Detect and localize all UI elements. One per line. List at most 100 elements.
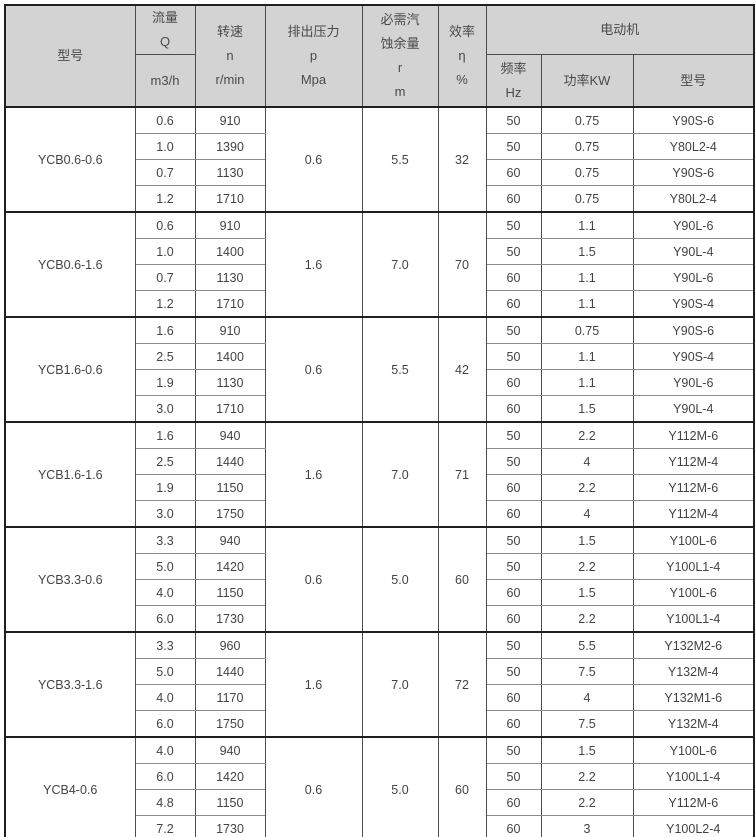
speed-cell: 1130 xyxy=(194,159,266,186)
col-header-motor-model: 型号 xyxy=(632,54,755,108)
spec-row: YCB4-0.6 4.0 940 0.6 5.0 60 50 1.5 Y100L-6 xyxy=(4,736,755,837)
efficiency-symbol: η xyxy=(458,48,466,63)
npsh-unit: m xyxy=(394,84,406,99)
frequency-cell: 50 xyxy=(485,106,542,134)
spec-row: 1.2 1710 60 1.1 Y90S-4 xyxy=(5,290,755,318)
model-cell: YCB0.6-0.6 xyxy=(4,106,136,213)
efficiency-cell: 72 xyxy=(437,631,487,738)
speed-cell: 940 xyxy=(194,421,266,449)
header-row-1: 型号 流量 Q 转速 n r/min 排出压力 p Mpa 必需汽 xyxy=(4,5,755,108)
motor-model-cell: Y90S-4 xyxy=(632,290,755,318)
power-cell: 1.5 xyxy=(540,526,634,554)
speed-cell: 1750 xyxy=(194,500,266,528)
speed-cell: 1400 xyxy=(194,343,266,370)
efficiency-unit: % xyxy=(456,72,468,87)
speed-cell: 1170 xyxy=(194,684,266,711)
flow-cell: 0.7 xyxy=(134,159,196,186)
frequency-cell: 60 xyxy=(485,369,542,396)
spec-row: 3.0 1750 60 4 Y112M-4 xyxy=(5,500,755,528)
npsh-cell: 7.0 xyxy=(361,631,439,738)
motor-model-cell: Y132M1-6 xyxy=(632,684,755,711)
flow-cell: 2.5 xyxy=(134,343,196,370)
header-row-2: m3/h 频率 Hz 功率KW 型号 xyxy=(5,54,755,108)
speed-unit: r/min xyxy=(215,72,245,87)
frequency-cell: 60 xyxy=(485,605,542,633)
motor-model-cell: Y90L-6 xyxy=(632,211,755,239)
power-cell: 1.1 xyxy=(540,369,634,396)
power-cell: 3 xyxy=(540,815,634,837)
speed-label-cn: 转速 xyxy=(216,24,243,39)
col-header-frequency: 频率 Hz xyxy=(485,54,542,108)
motor-model-cell: Y90S-6 xyxy=(632,106,755,134)
flow-label-cn: 流量 xyxy=(151,10,178,25)
efficiency-cell: 60 xyxy=(437,736,487,837)
speed-cell: 940 xyxy=(194,526,266,554)
spec-row: YCB3.3-1.6 3.3 960 1.6 7.0 72 50 5.5 Y132M2-6 xyxy=(4,631,755,738)
col-header-pressure: 排出压力 p Mpa xyxy=(264,5,363,108)
frequency-cell: 50 xyxy=(485,526,542,554)
spec-row: YCB3.3-0.6 3.3 940 0.6 5.0 60 50 1.5 Y100L-6 xyxy=(4,526,755,633)
spec-row: 6.0 1420 50 2.2 Y100L1-4 xyxy=(5,763,755,790)
pressure-cell: 0.6 xyxy=(264,736,363,837)
frequency-cell: 60 xyxy=(485,579,542,606)
motor-model-cell: Y100L-6 xyxy=(632,579,755,606)
speed-cell: 910 xyxy=(194,316,266,344)
col-header-motor-group: 电动机 xyxy=(485,5,755,55)
flow-cell: 1.6 xyxy=(134,421,196,449)
speed-cell: 1710 xyxy=(194,395,266,423)
motor-model-label: 型号 xyxy=(680,72,707,88)
efficiency-cell: 32 xyxy=(437,106,487,213)
speed-cell: 1750 xyxy=(194,710,266,738)
flow-cell: 5.0 xyxy=(134,658,196,685)
frequency-unit: Hz xyxy=(505,84,522,100)
flow-cell: 0.6 xyxy=(134,211,196,239)
spec-row: YCB1.6-0.6 1.6 910 0.6 5.5 42 50 0.75 Y90S-6 xyxy=(4,316,755,423)
frequency-cell: 60 xyxy=(485,789,542,816)
frequency-cell: 60 xyxy=(485,185,542,213)
power-cell: 1.1 xyxy=(540,264,634,291)
spec-row: 0.7 1130 60 1.1 Y90L-6 xyxy=(5,264,755,291)
motor-model-cell: Y90S-6 xyxy=(632,316,755,344)
speed-cell: 1400 xyxy=(194,238,266,265)
frequency-cell: 50 xyxy=(485,421,542,449)
motor-model-cell: Y112M-4 xyxy=(632,500,755,528)
power-cell: 1.5 xyxy=(540,736,634,764)
motor-model-cell: Y112M-6 xyxy=(632,474,755,501)
spec-row: 6.0 1750 60 7.5 Y132M-4 xyxy=(5,710,755,738)
speed-cell: 910 xyxy=(194,211,266,239)
col-header-npsh: 必需汽 蚀余量 r m xyxy=(361,5,439,108)
power-cell: 2.2 xyxy=(540,474,634,501)
frequency-cell: 60 xyxy=(485,474,542,501)
motor-model-cell: Y100L-6 xyxy=(632,736,755,764)
spec-row: YCB1.6-1.6 1.6 940 1.6 7.0 71 50 2.2 Y112M-6 xyxy=(4,421,755,528)
speed-cell: 1710 xyxy=(194,290,266,318)
npsh-cell: 5.0 xyxy=(361,736,439,837)
flow-cell: 3.0 xyxy=(134,500,196,528)
pressure-label-cn: 排出压力 xyxy=(287,24,340,39)
power-cell: 1.1 xyxy=(540,343,634,370)
motor-model-cell: Y90S-6 xyxy=(632,159,755,186)
motor-model-cell: Y132M2-6 xyxy=(632,631,755,659)
frequency-cell: 60 xyxy=(485,159,542,186)
motor-model-cell: Y112M-6 xyxy=(632,421,755,449)
pressure-cell: 1.6 xyxy=(264,631,363,738)
power-cell: 1.5 xyxy=(540,579,634,606)
frequency-cell: 50 xyxy=(485,133,542,160)
speed-cell: 1150 xyxy=(194,474,266,501)
frequency-cell: 60 xyxy=(485,500,542,528)
pressure-cell: 0.6 xyxy=(264,316,363,423)
speed-cell: 1390 xyxy=(194,133,266,160)
flow-cell: 1.2 xyxy=(134,185,196,213)
pressure-cell: 1.6 xyxy=(264,211,363,318)
npsh-cell: 5.0 xyxy=(361,526,439,633)
spec-row: 0.7 1130 60 0.75 Y90S-6 xyxy=(5,159,755,186)
npsh-label-cn-2: 蚀余量 xyxy=(380,36,420,51)
motor-model-cell: Y100L1-4 xyxy=(632,553,755,580)
frequency-cell: 60 xyxy=(485,684,542,711)
spec-row: 1.2 1710 60 0.75 Y80L2-4 xyxy=(5,185,755,213)
frequency-cell: 60 xyxy=(485,264,542,291)
flow-cell: 4.0 xyxy=(134,579,196,606)
spec-row: 4.8 1150 60 2.2 Y112M-6 xyxy=(5,789,755,816)
power-cell: 1.1 xyxy=(540,211,634,239)
pressure-symbol: p xyxy=(309,48,318,63)
